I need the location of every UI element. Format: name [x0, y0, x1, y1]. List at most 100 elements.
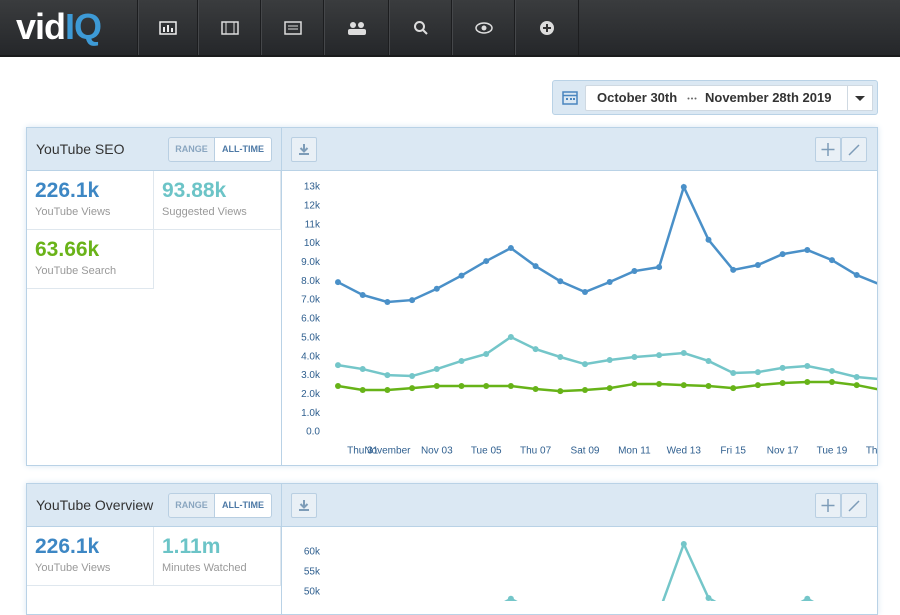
panel: YouTube Overview RANGE ALL-TIME 60k 55k 50…: [26, 483, 878, 615]
stat-value: 226.1k: [35, 535, 100, 558]
y-tick-label: 2.0k: [301, 389, 321, 400]
data-point: [582, 361, 588, 368]
panel-header: YouTube Overview RANGE ALL-TIME: [27, 484, 877, 527]
data-point: [582, 288, 588, 295]
nav-stats[interactable]: [137, 0, 198, 55]
y-tick-label: 11k: [305, 219, 321, 230]
data-point: [779, 380, 786, 386]
nav-add[interactable]: [514, 0, 579, 55]
range-dots: [687, 97, 697, 100]
dropdown-toggle[interactable]: [847, 85, 873, 111]
data-point: [680, 350, 687, 357]
logo-text: IQ: [65, 6, 102, 47]
y-tick-label: 8.0k: [301, 276, 321, 287]
range-button[interactable]: RANGE: [168, 493, 215, 518]
alltime-button[interactable]: ALL-TIME: [214, 493, 272, 518]
stat-value: 1.11m: [162, 535, 221, 558]
stat-cell: 1.11m Minutes Watched: [154, 527, 281, 586]
stat-label: Suggested Views: [162, 206, 247, 218]
data-point: [433, 366, 440, 373]
data-point: [754, 382, 761, 389]
data-point: [557, 388, 564, 395]
panel-divider: [281, 128, 282, 465]
data-point: [532, 263, 539, 270]
move-button[interactable]: [815, 137, 841, 162]
data-point: [335, 383, 341, 390]
data-point: [705, 357, 712, 364]
move-button[interactable]: [815, 493, 841, 518]
nav-bar: vidIQ: [0, 0, 900, 57]
calendar-icon: [562, 91, 578, 105]
data-point: [458, 383, 465, 390]
stat-label: YouTube Views: [35, 206, 111, 218]
collapse-button[interactable]: [841, 137, 867, 162]
data-point: [779, 251, 786, 258]
download-button[interactable]: [291, 493, 317, 518]
nav-search[interactable]: [388, 0, 452, 55]
data-point: [804, 246, 811, 253]
data-point: [483, 350, 490, 357]
data-point: [631, 268, 638, 275]
data-point: [483, 383, 490, 390]
download-button[interactable]: [291, 137, 317, 162]
data-point: [557, 353, 564, 360]
data-point: [606, 385, 613, 392]
series-line: [337, 183, 877, 304]
y-tick-label: 3.0k: [301, 370, 321, 381]
y-tick-label: 50k: [304, 587, 321, 598]
y-tick-label: 7.0k: [301, 295, 321, 306]
collapse-button[interactable]: [841, 493, 867, 518]
data-point: [409, 297, 416, 304]
data-point: [853, 373, 860, 380]
data-point: [507, 334, 514, 341]
range-button[interactable]: RANGE: [168, 137, 215, 162]
y-tick-label: 9.0k: [301, 257, 321, 268]
x-tick-label: Tue 05: [471, 446, 502, 457]
data-point: [705, 595, 712, 601]
y-tick-label: 4.0k: [301, 351, 321, 362]
data-point: [829, 367, 835, 374]
data-point: [335, 362, 341, 369]
y-tick-label: 12k: [304, 200, 321, 211]
data-point: [754, 369, 761, 376]
data-point: [754, 262, 761, 269]
data-point: [557, 278, 564, 285]
date-input[interactable]: October 30th November 28th 2019: [585, 85, 849, 111]
data-point: [656, 352, 663, 359]
stat-label: YouTube Search: [35, 265, 117, 277]
data-point: [359, 366, 366, 373]
x-tick-label: Mon 11: [618, 446, 651, 457]
start-date: October 30th: [597, 90, 678, 105]
y-tick-label: 55k: [304, 567, 321, 578]
nav-watch[interactable]: [451, 0, 515, 55]
end-date: November 28th 2019: [705, 90, 832, 105]
stat-cell: 226.1k YouTube Views: [27, 171, 154, 230]
data-point: [507, 245, 514, 252]
nav-channel[interactable]: [260, 0, 324, 55]
data-point: [359, 291, 366, 298]
stat-label: YouTube Views: [35, 562, 111, 574]
data-point: [384, 386, 391, 393]
date-range-picker[interactable]: October 30th November 28th 2019: [552, 80, 878, 115]
y-tick-label: 5.0k: [301, 332, 321, 343]
chart: 60k 55k 50k: [304, 540, 815, 601]
alltime-button[interactable]: ALL-TIME: [214, 137, 272, 162]
x-tick-label: Wed 13: [667, 446, 702, 457]
logo-text: vid: [16, 6, 66, 47]
panel-title: YouTube SEO: [36, 141, 125, 157]
chart: 0.0 1.0k 2.0k 3.0k 4.0k 5.0k 6.0k 7.0k 8.0k 9.0k 1…: [301, 182, 877, 457]
data-point: [384, 298, 391, 305]
nav-audience[interactable]: [323, 0, 389, 55]
panel-title: YouTube Overview: [36, 497, 154, 513]
data-point: [853, 272, 860, 279]
x-tick-label: Tue 19: [817, 446, 848, 457]
logo[interactable]: vidIQ: [16, 6, 102, 48]
stat-cell: 63.66k YouTube Search: [27, 230, 154, 289]
data-point: [458, 272, 465, 279]
data-point: [779, 364, 786, 371]
y-tick-label: 1.0k: [301, 408, 321, 419]
y-tick-label: 13k: [304, 182, 321, 193]
data-point: [359, 386, 366, 393]
nav-videos[interactable]: [197, 0, 261, 55]
